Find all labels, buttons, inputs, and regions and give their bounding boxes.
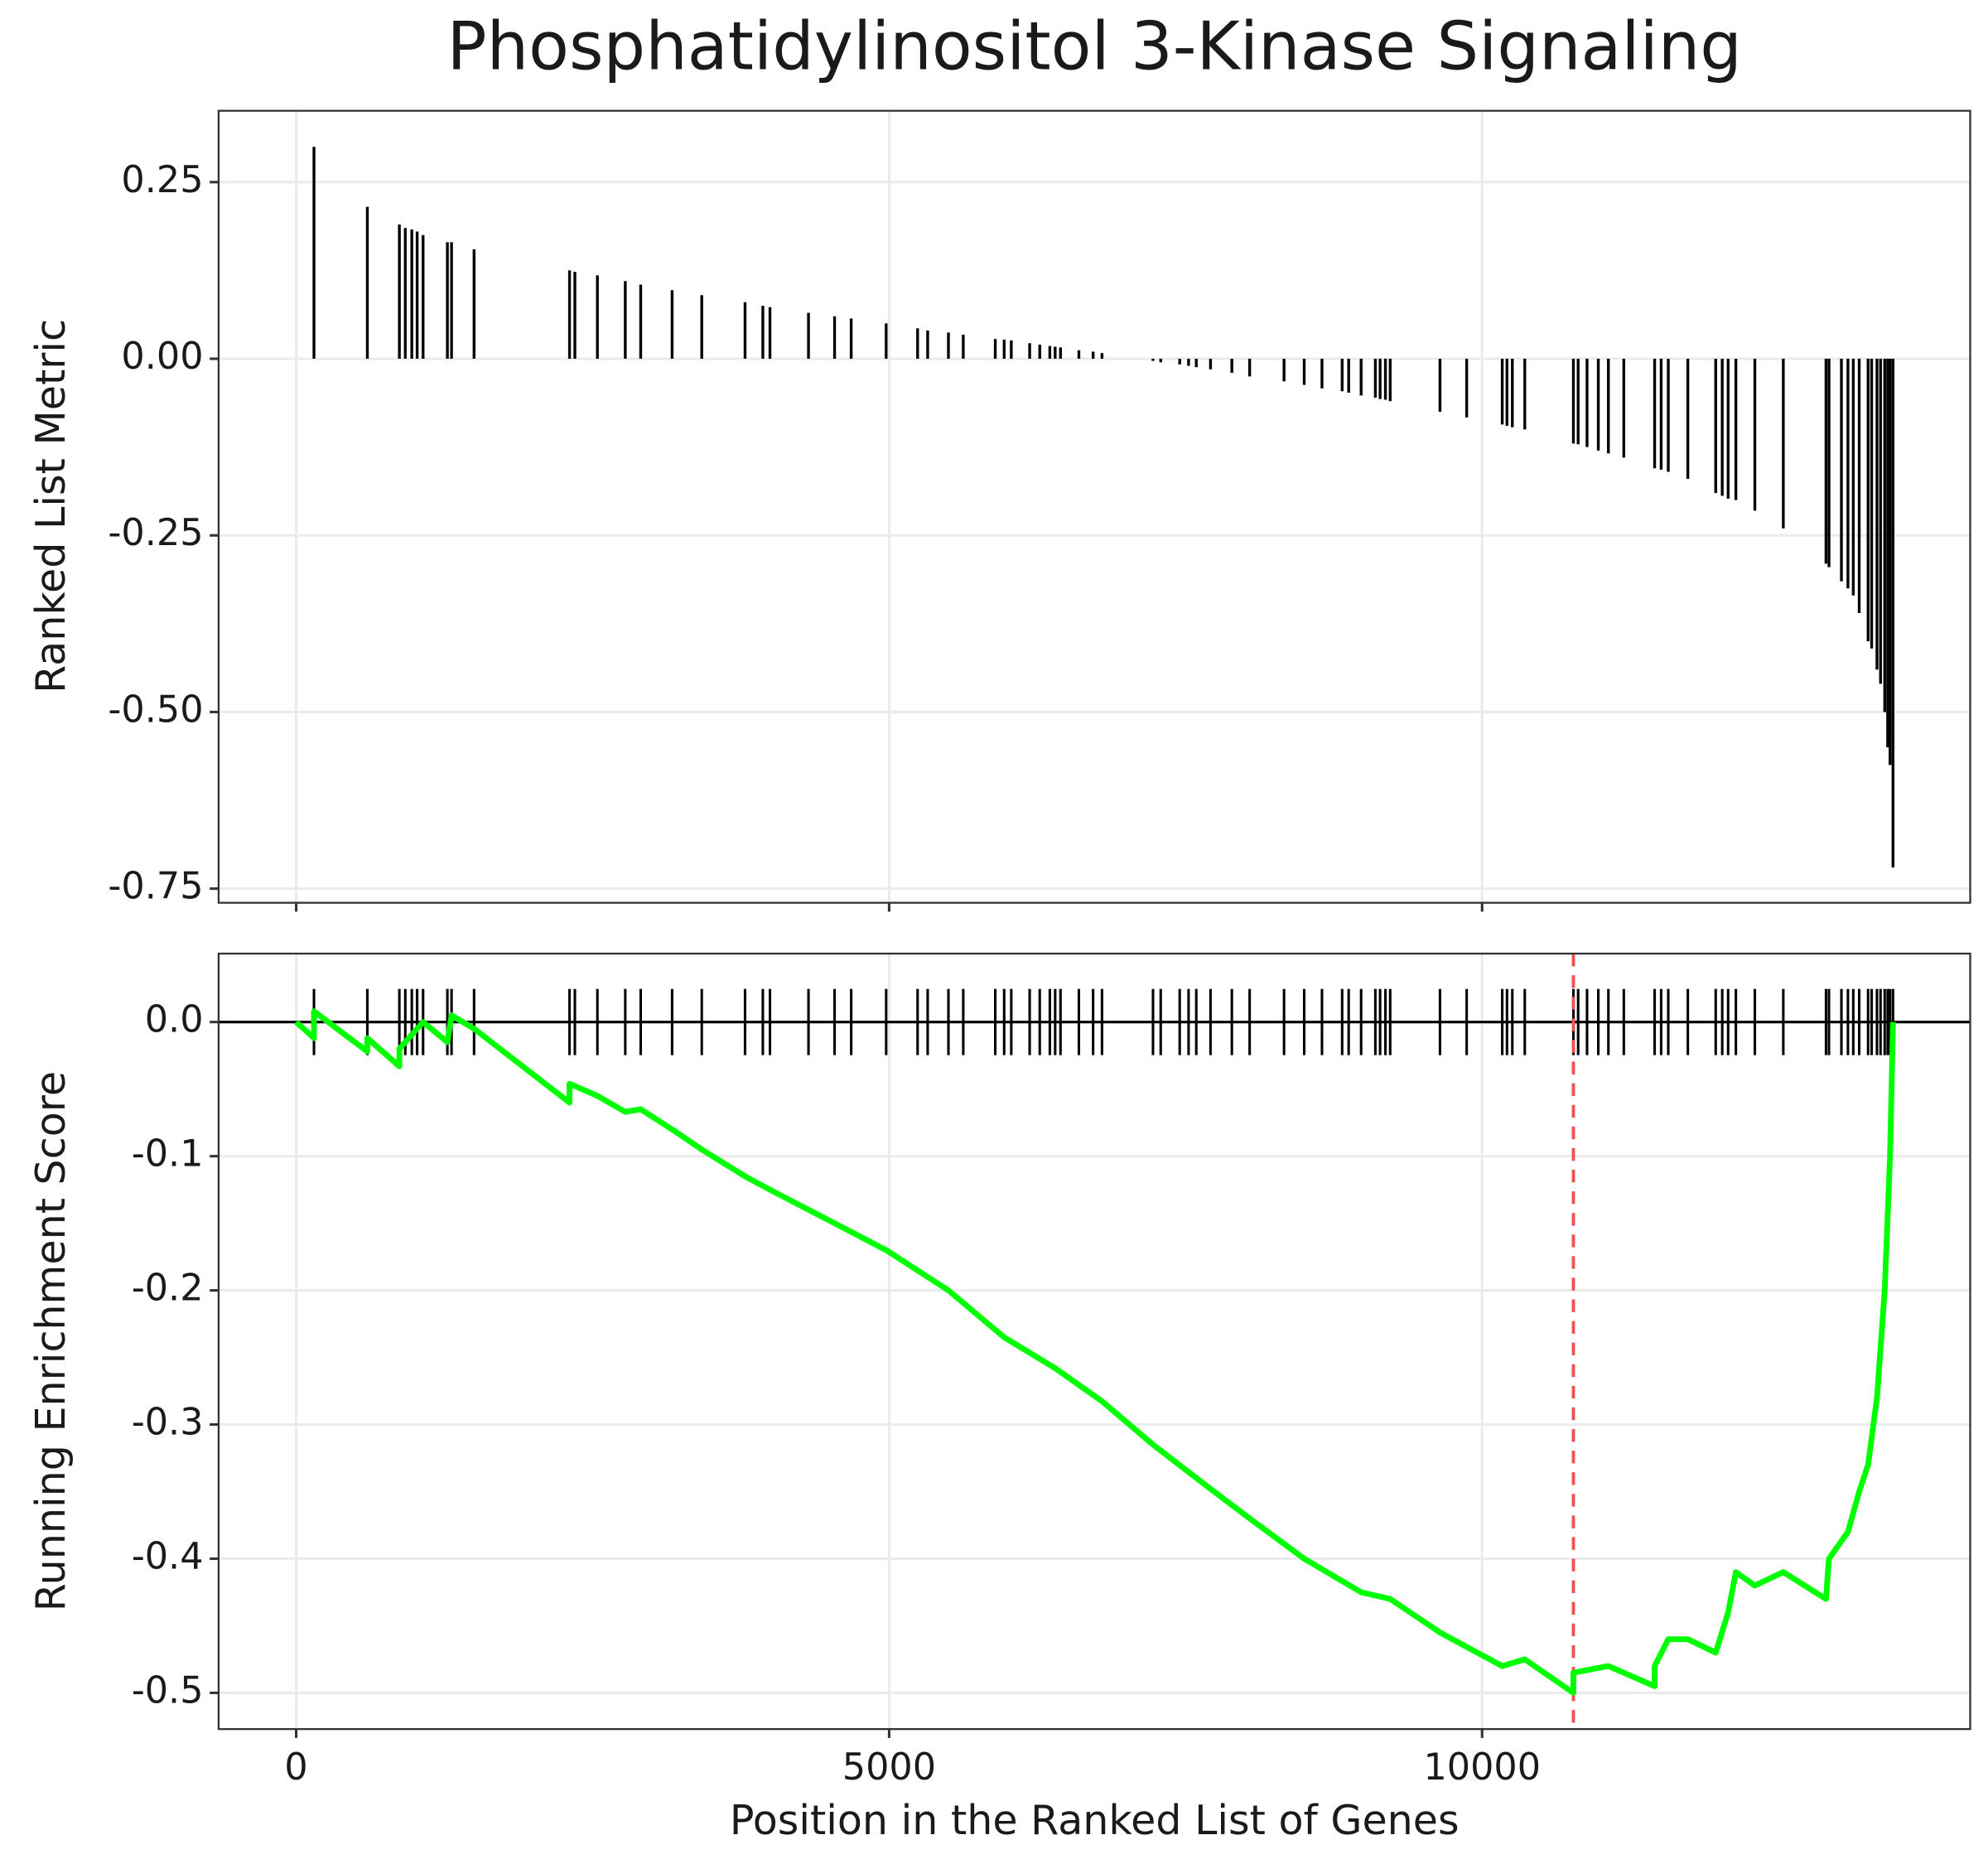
y-axis-title: Running Enrichment Score — [27, 1071, 75, 1611]
running-es-line — [294, 1008, 1896, 1696]
y-tick-label: -0.75 — [108, 866, 203, 908]
y-tick-label: -0.1 — [132, 1133, 204, 1176]
panel-border — [217, 952, 1971, 1731]
panel-border — [217, 109, 1971, 904]
y-tick-label: -0.3 — [132, 1402, 204, 1444]
y-tick-label: 0.0 — [145, 999, 204, 1041]
y-axis-title: Ranked List Metric — [27, 319, 75, 693]
y-tick-label: -0.50 — [108, 688, 203, 731]
y-tick-label: 0.25 — [121, 159, 203, 201]
x-axis-title: Position in the Ranked List of Genes — [730, 1796, 1460, 1844]
y-tick-label: 0.00 — [121, 336, 203, 378]
y-tick-label: -0.25 — [108, 512, 203, 554]
y-tick-label: -0.4 — [132, 1535, 204, 1577]
y-tick-label: -0.5 — [132, 1669, 204, 1712]
chart-title: Phosphatidylinositol 3-Kinase Signaling — [447, 8, 1742, 85]
x-tick-label: 5000 — [842, 1746, 936, 1789]
x-tick-label: 10000 — [1423, 1746, 1541, 1789]
y-tick-label: -0.2 — [132, 1268, 204, 1310]
x-tick-label: 0 — [284, 1746, 307, 1789]
